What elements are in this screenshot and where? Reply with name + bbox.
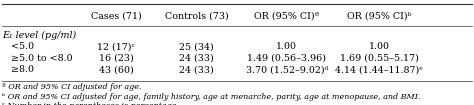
Text: ª OR and 95% CI adjusted for age.: ª OR and 95% CI adjusted for age. — [2, 83, 142, 91]
Text: 3.70 (1.52–9.02)ᵈ: 3.70 (1.52–9.02)ᵈ — [246, 65, 328, 74]
Text: ≥5.0 to <8.0: ≥5.0 to <8.0 — [2, 54, 73, 63]
Text: ᶜ Number in the parentheses is percentage.: ᶜ Number in the parentheses is percentag… — [2, 102, 179, 105]
Text: 43 (60): 43 (60) — [99, 65, 134, 74]
Text: 1.00: 1.00 — [369, 42, 390, 51]
Text: OR (95% CI)ᵇ: OR (95% CI)ᵇ — [347, 12, 411, 21]
Text: E₁ level (pg/ml): E₁ level (pg/ml) — [2, 31, 77, 40]
Text: ᵇ OR and 95% CI adjusted for age, family history, age at menarche, parity, age a: ᵇ OR and 95% CI adjusted for age, family… — [2, 93, 421, 101]
Text: OR (95% CI)ª: OR (95% CI)ª — [254, 12, 319, 21]
Text: ≥8.0: ≥8.0 — [2, 65, 35, 74]
Text: 25 (34): 25 (34) — [179, 42, 214, 51]
Text: 16 (23): 16 (23) — [99, 54, 134, 63]
Text: 1.00: 1.00 — [276, 42, 297, 51]
Text: <5.0: <5.0 — [2, 42, 35, 51]
Text: 24 (33): 24 (33) — [179, 65, 214, 74]
Text: 12 (17)ᶜ: 12 (17)ᶜ — [97, 42, 135, 51]
Text: 1.69 (0.55–5.17): 1.69 (0.55–5.17) — [340, 54, 419, 63]
Text: Controls (73): Controls (73) — [165, 12, 228, 21]
Text: 4.14 (1.44–11.87)ᵉ: 4.14 (1.44–11.87)ᵉ — [335, 65, 423, 74]
Text: 24 (33): 24 (33) — [179, 54, 214, 63]
Text: 1.49 (0.56–3.96): 1.49 (0.56–3.96) — [247, 54, 326, 63]
Text: Cases (71): Cases (71) — [91, 12, 142, 21]
